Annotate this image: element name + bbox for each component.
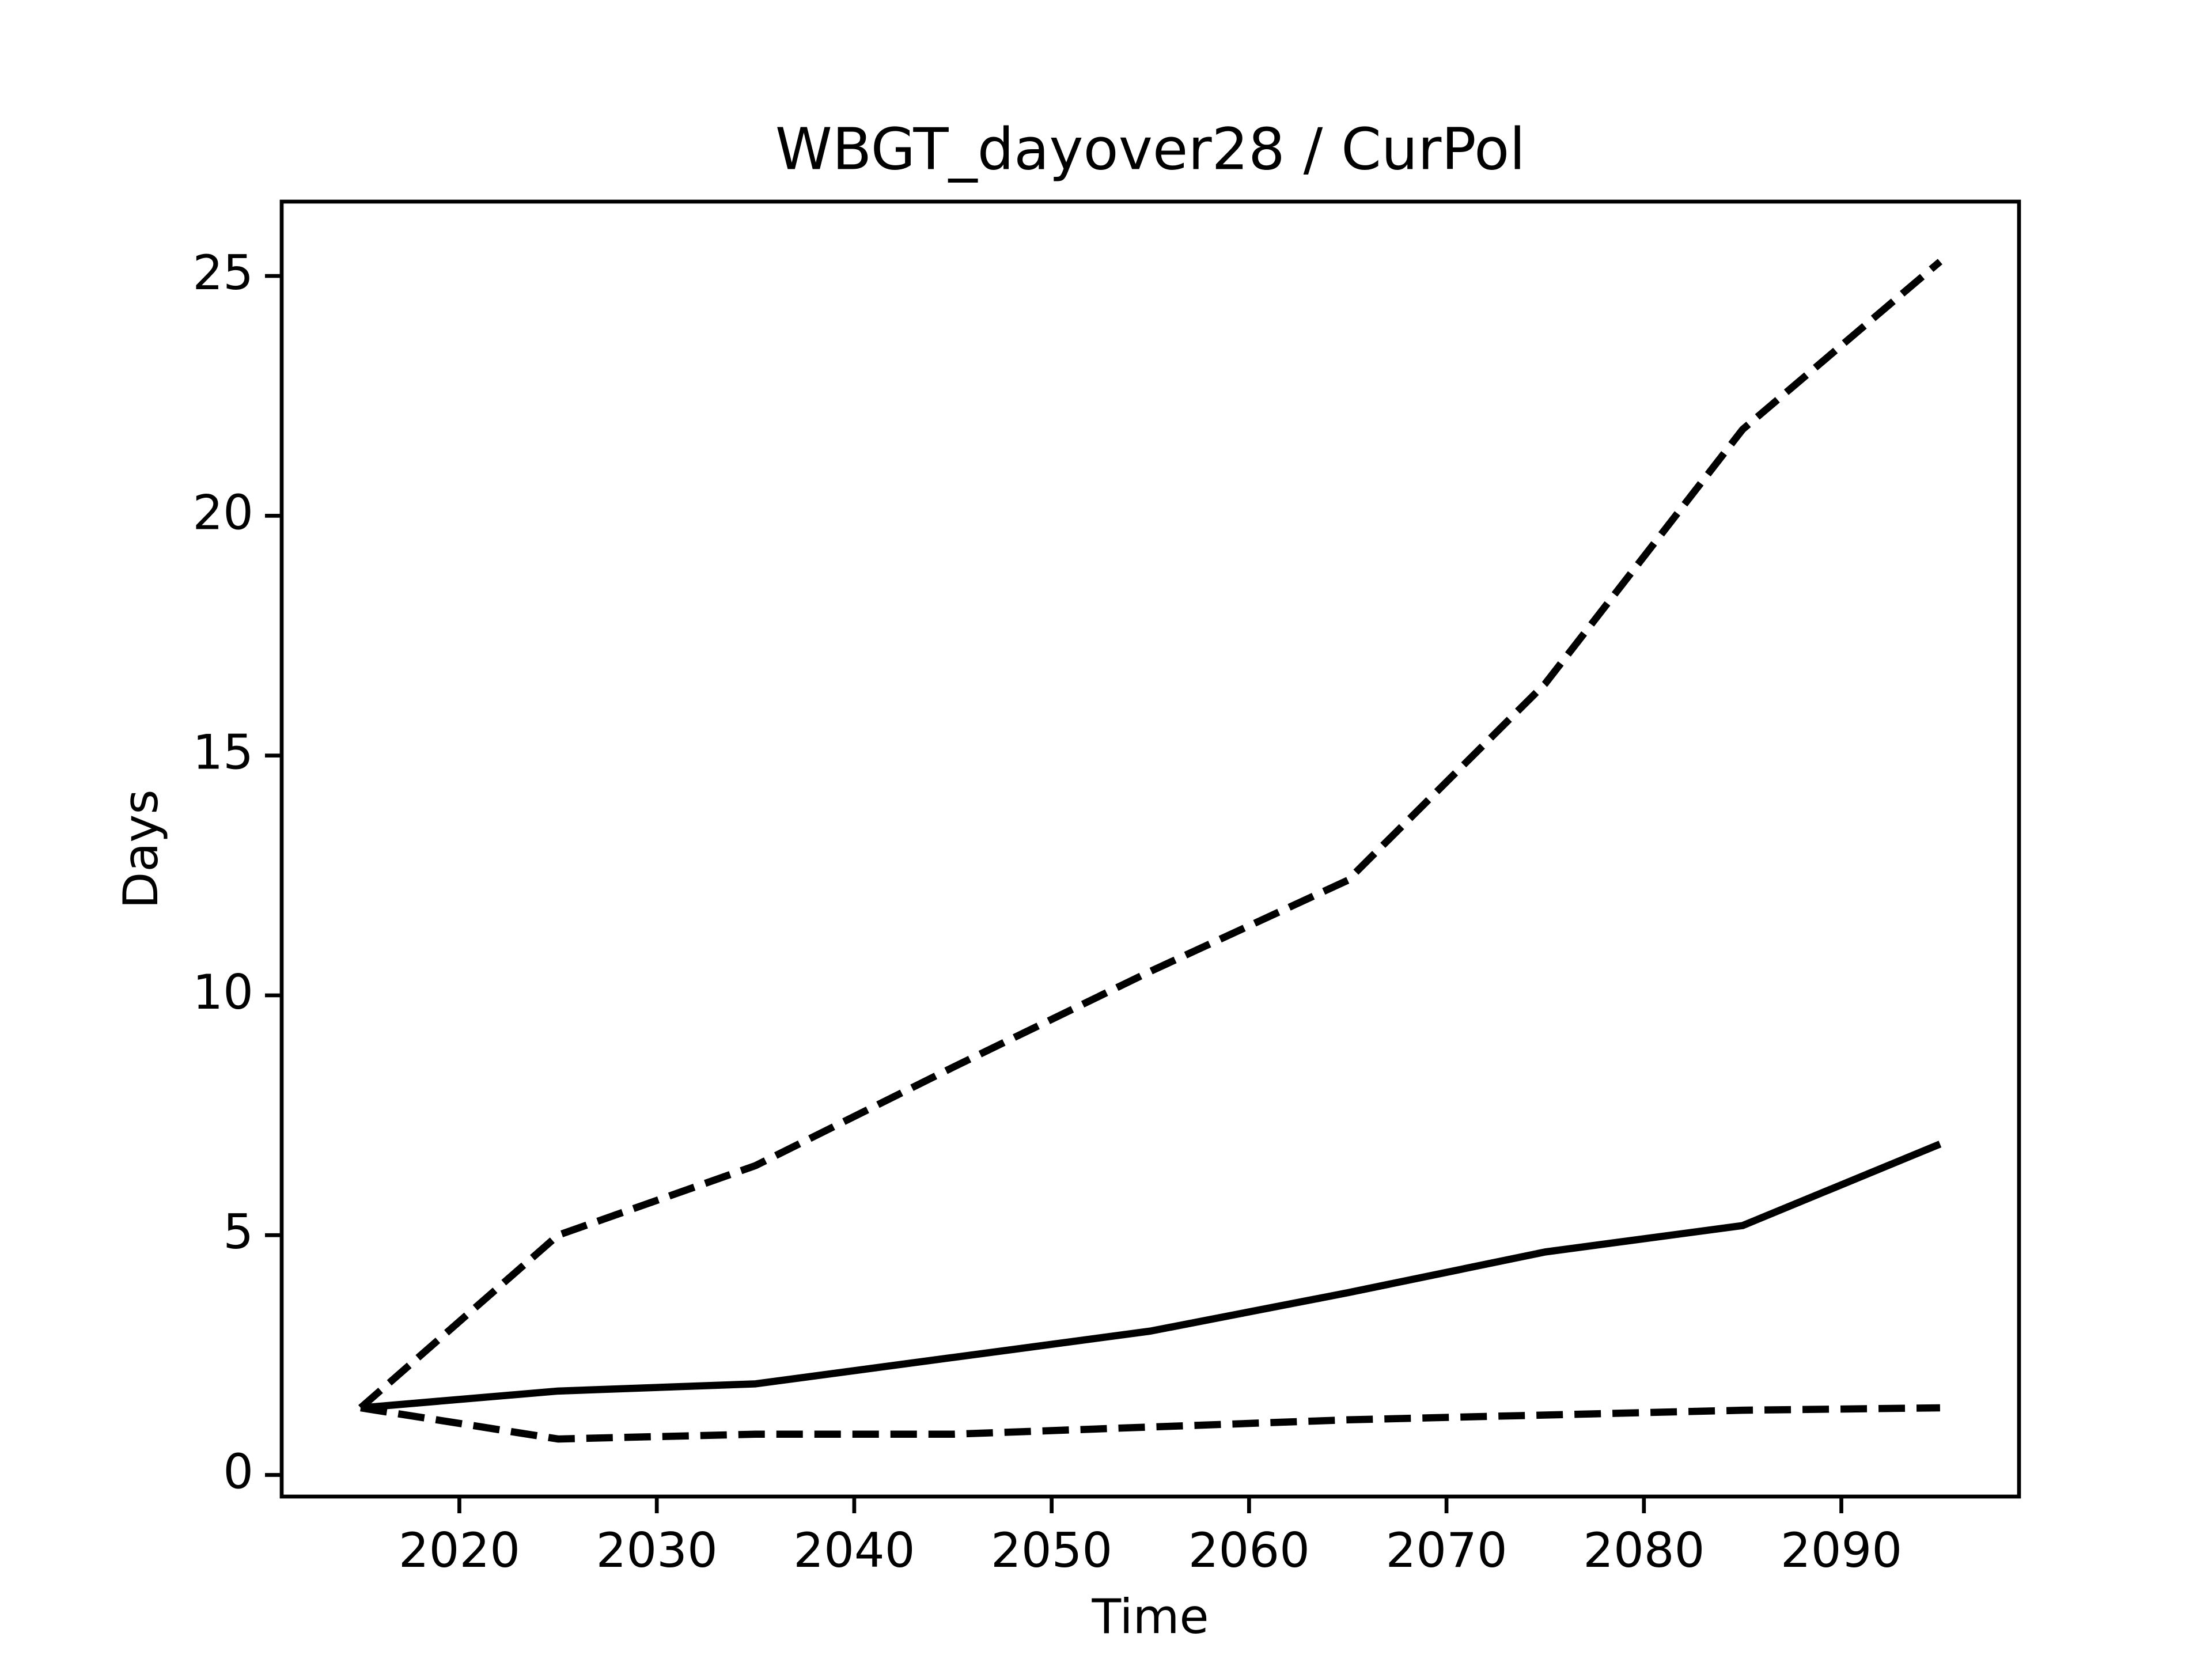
x-tick-label: 2090 (1781, 1522, 1902, 1578)
x-tick-label: 2050 (991, 1522, 1112, 1578)
x-tick-label: 2020 (399, 1522, 520, 1578)
y-tick-label: 15 (192, 725, 253, 781)
x-tick-label: 2080 (1583, 1522, 1705, 1578)
x-tick-label: 2070 (1385, 1522, 1507, 1578)
y-tick-label: 20 (192, 484, 253, 540)
y-tick-label: 5 (223, 1204, 253, 1260)
y-tick-label: 0 (223, 1444, 253, 1499)
series-line (358, 259, 1942, 1411)
x-axis-label: Time (1091, 1589, 1209, 1645)
y-axis-label: Days (113, 789, 169, 908)
x-tick-label: 2030 (596, 1522, 718, 1578)
plot-frame (279, 199, 2021, 1499)
series-line (360, 1141, 1942, 1412)
x-tick-label: 2060 (1188, 1522, 1310, 1578)
x-tick-label: 2040 (793, 1522, 915, 1578)
chart-title: WBGT_dayover28 / CurPol (775, 115, 1525, 183)
y-tick-label: 10 (192, 964, 253, 1020)
series-line (360, 1404, 1940, 1443)
y-tick-label: 25 (192, 245, 253, 301)
